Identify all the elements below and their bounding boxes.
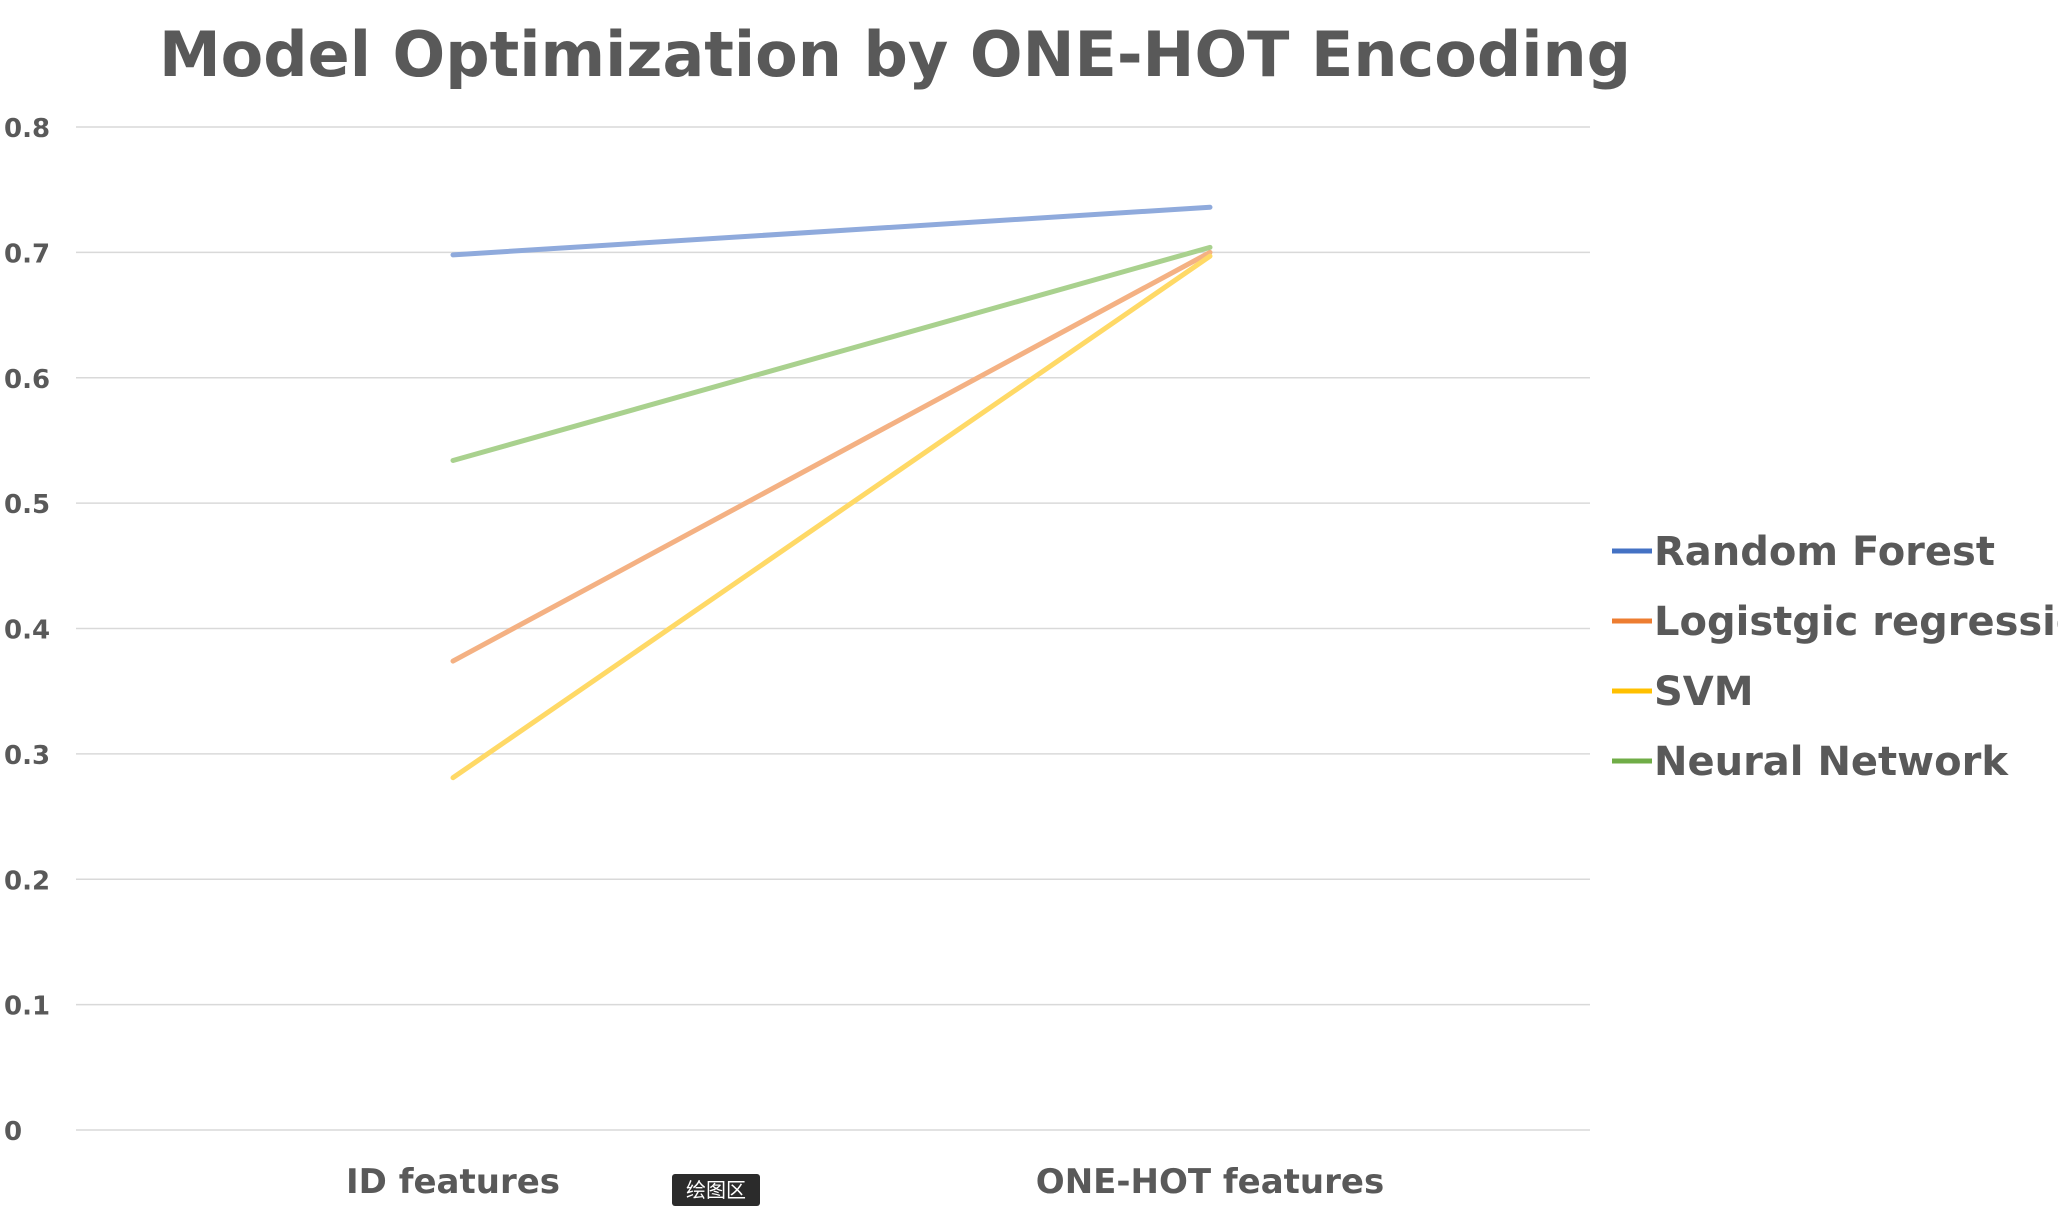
legend-label: Logistgic regression <box>1654 599 2058 645</box>
legend-label: SVM <box>1654 669 1754 715</box>
y-tick-label: 0.3 <box>4 741 50 771</box>
chart-title: Model Optimization by ONE-HOT Encoding <box>158 18 1632 91</box>
legend-item-random-forest[interactable]: Random Forest <box>1612 529 1995 575</box>
y-tick-label: 0.5 <box>4 490 50 520</box>
legend-item-neural-network[interactable]: Neural Network <box>1612 739 2009 785</box>
legend-item-svm[interactable]: SVM <box>1612 669 1754 715</box>
legend[interactable]: Random Forest Logistgic regression SVM Neur… <box>1612 529 2058 785</box>
y-tick-label: 0.8 <box>4 114 50 144</box>
legend-item-logistgic-regression[interactable]: Logistgic regression <box>1612 599 2058 645</box>
y-tick-label: 0.2 <box>4 866 50 896</box>
series-line-logistgic-regression[interactable] <box>450 249 1213 664</box>
x-axis-ticks: ID features ONE-HOT features <box>346 1162 1384 1202</box>
y-tick-label: 0.7 <box>4 239 50 269</box>
legend-label: Neural Network <box>1654 739 2009 785</box>
y-tick-label: 0.4 <box>4 616 50 646</box>
y-tick-label: 0.1 <box>4 992 50 1022</box>
plot-area-tooltip: 绘图区 <box>672 1174 760 1206</box>
series-line-neural-network[interactable] <box>450 244 1213 463</box>
y-axis-ticks: 0 0.1 0.2 0.3 0.4 0.5 0.6 0.7 0.8 <box>4 114 50 1147</box>
y-tick-label: 0 <box>4 1117 22 1147</box>
y-tick-label: 0.6 <box>4 365 50 395</box>
x-tick-label: ID features <box>346 1162 560 1202</box>
x-tick-label: ONE-HOT features <box>1036 1162 1384 1202</box>
series-line-svm[interactable] <box>450 253 1213 781</box>
legend-label: Random Forest <box>1654 529 1995 575</box>
gridlines <box>76 126 1590 1131</box>
series-line-random-forest[interactable] <box>450 204 1213 258</box>
series-lines <box>450 204 1213 781</box>
